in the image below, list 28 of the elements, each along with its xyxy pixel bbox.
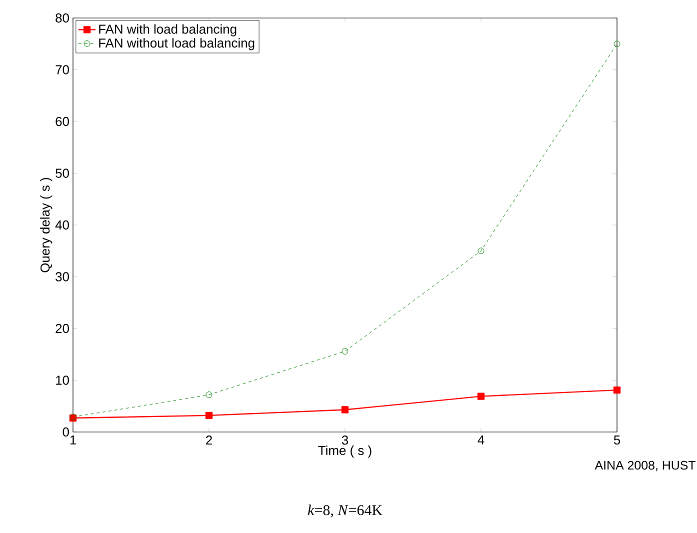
x-tick-label: 1 — [70, 436, 76, 444]
y-axis-title: Query delay ( s ) — [40, 178, 52, 272]
y-tick-label: 0 — [62, 427, 69, 437]
y-tick-label: 60 — [56, 116, 69, 126]
point — [613, 386, 621, 394]
x-tick-label: 4 — [478, 436, 484, 444]
legend-label: FAN without load balancing — [99, 38, 254, 50]
legend-label: FAN with load balancing — [99, 24, 236, 36]
point — [478, 248, 484, 254]
x-tick-label: 5 — [614, 436, 620, 445]
y-tick-label: 40 — [55, 220, 69, 230]
y-tick-label: 70 — [56, 65, 69, 74]
point — [477, 392, 485, 400]
x-tick-label: 3 — [342, 436, 348, 445]
text: AINA 2008, HUST — [594, 460, 696, 472]
point — [341, 406, 349, 414]
y-tick-label: 80 — [56, 13, 69, 23]
text: k=8, N=64K — [308, 504, 382, 518]
y-tick-label: 30 — [56, 272, 69, 282]
y-tick-label: 50 — [56, 168, 69, 178]
point — [206, 392, 212, 398]
y-tick-label: 20 — [56, 324, 69, 334]
point — [614, 40, 620, 48]
point — [205, 412, 213, 420]
x-tick-label: 2 — [206, 436, 212, 445]
point — [342, 348, 348, 355]
y-tick-label: 10 — [56, 376, 69, 385]
x-axis-title: Time ( s ) — [318, 446, 372, 458]
